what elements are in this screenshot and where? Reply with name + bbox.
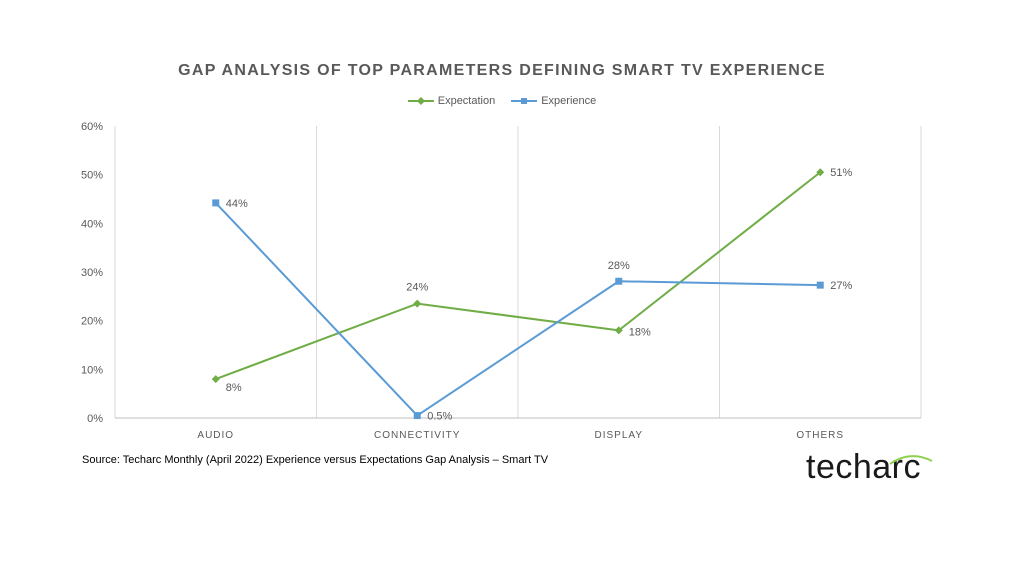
y-tick-label: 40% bbox=[81, 218, 103, 230]
data-point-experience bbox=[413, 412, 421, 420]
data-label: 24% bbox=[406, 282, 428, 294]
series-line-experience bbox=[215, 202, 821, 417]
data-label: 28% bbox=[608, 260, 630, 272]
legend-item-expectation: Expectation bbox=[407, 95, 496, 107]
y-tick-label: 30% bbox=[81, 267, 103, 279]
x-category-label: OTHERS bbox=[796, 430, 844, 441]
y-tick-label: 50% bbox=[81, 170, 103, 182]
x-category-label: CONNECTIVITY bbox=[374, 430, 460, 441]
data-label: 27% bbox=[830, 280, 852, 292]
data-point-experience bbox=[212, 199, 220, 207]
data-point-expectation bbox=[614, 326, 623, 335]
x-category-label: AUDIO bbox=[197, 430, 234, 441]
data-point-expectation bbox=[211, 375, 220, 384]
legend-label-experience: Experience bbox=[541, 95, 597, 107]
y-tick-label: 0% bbox=[87, 413, 103, 425]
legend-marker-experience bbox=[511, 98, 538, 104]
data-point-expectation bbox=[816, 168, 825, 177]
y-tick-label: 10% bbox=[81, 364, 103, 376]
data-label: 0.5% bbox=[427, 411, 452, 423]
chart-title: GAP ANALYSIS OF TOP PARAMETERS DEFINING … bbox=[178, 62, 826, 79]
data-label: 44% bbox=[226, 198, 248, 210]
data-point-expectation bbox=[413, 299, 422, 308]
y-tick-label: 20% bbox=[81, 316, 103, 328]
legend-label-expectation: Expectation bbox=[437, 95, 496, 107]
data-label: 51% bbox=[830, 167, 852, 179]
data-point-experience bbox=[615, 277, 623, 285]
logo-swoosh bbox=[889, 455, 933, 465]
data-label: 8% bbox=[226, 382, 242, 394]
data-point-experience bbox=[816, 281, 824, 289]
chart-legend: Expectation Experience bbox=[0, 95, 1004, 107]
legend-marker-expectation bbox=[407, 97, 434, 105]
techarc-logo: techarc bbox=[806, 448, 921, 486]
y-tick-label: 60% bbox=[81, 121, 103, 133]
source-note: Source: Techarc Monthly (April 2022) Exp… bbox=[82, 454, 549, 466]
legend-item-experience: Experience bbox=[511, 95, 596, 107]
data-label: 18% bbox=[629, 326, 651, 338]
series-line-expectation bbox=[215, 171, 821, 381]
x-category-label: DISPLAY bbox=[595, 430, 644, 441]
